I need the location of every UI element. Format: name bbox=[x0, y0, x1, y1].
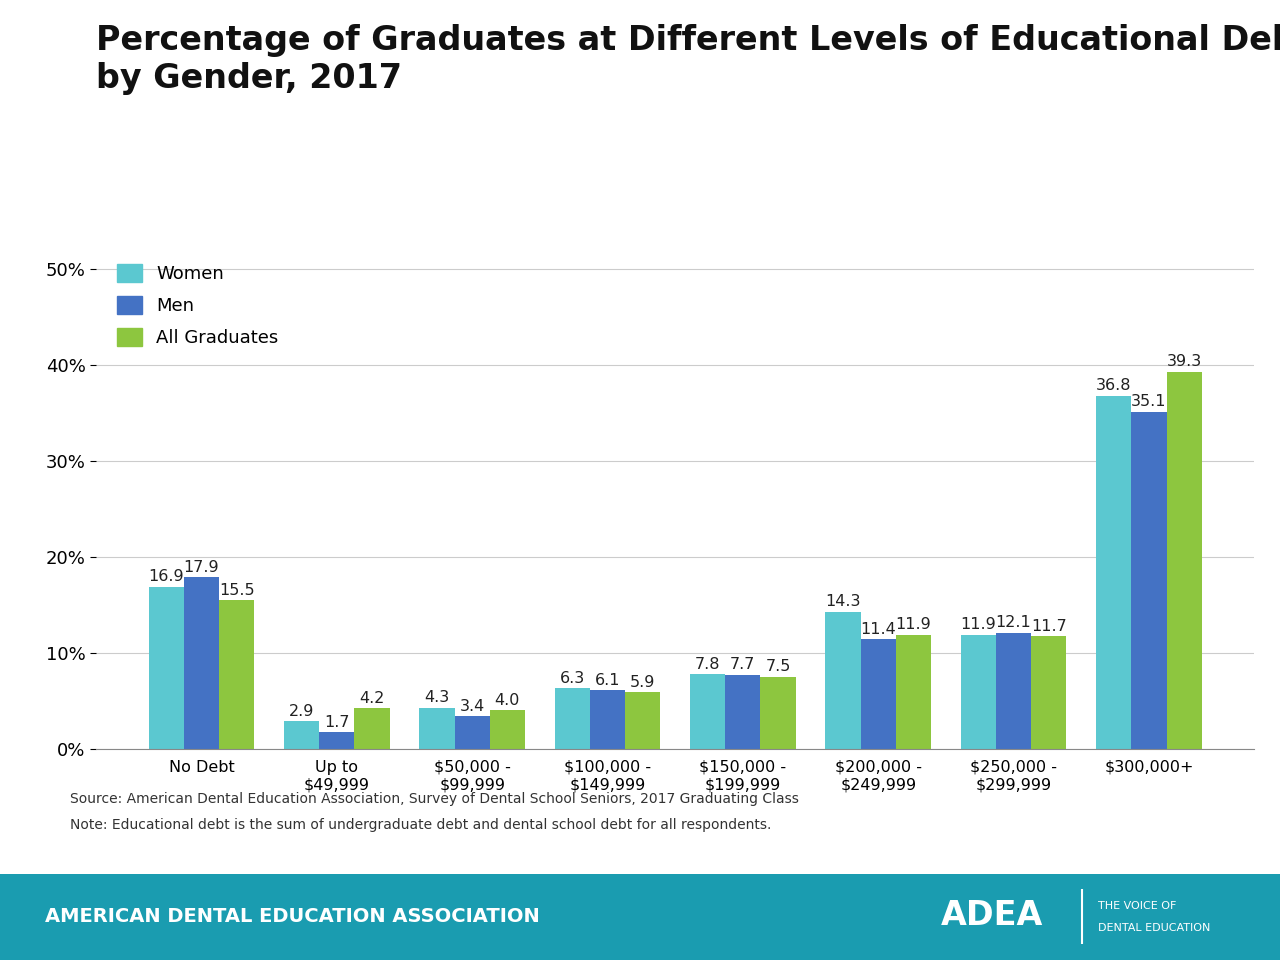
Text: by Gender, 2017: by Gender, 2017 bbox=[96, 62, 402, 95]
Bar bbox=[690, 674, 726, 749]
Text: 17.9: 17.9 bbox=[183, 560, 219, 574]
Text: 3.4: 3.4 bbox=[460, 699, 485, 714]
Text: 11.9: 11.9 bbox=[960, 617, 996, 633]
Text: 7.7: 7.7 bbox=[730, 658, 755, 672]
Bar bbox=[1132, 412, 1166, 749]
Text: ADEA: ADEA bbox=[941, 899, 1043, 931]
Text: 2.9: 2.9 bbox=[289, 704, 315, 718]
Bar bbox=[148, 587, 184, 749]
Bar bbox=[1166, 372, 1202, 749]
Bar bbox=[590, 690, 625, 749]
Bar bbox=[355, 708, 389, 749]
Bar bbox=[490, 710, 525, 749]
Text: 4.3: 4.3 bbox=[425, 690, 449, 705]
Bar bbox=[454, 716, 490, 749]
Bar bbox=[420, 708, 454, 749]
Text: 1.7: 1.7 bbox=[324, 715, 349, 730]
Text: 15.5: 15.5 bbox=[219, 583, 255, 597]
Text: 11.7: 11.7 bbox=[1030, 619, 1066, 635]
Text: 14.3: 14.3 bbox=[826, 594, 860, 610]
Bar bbox=[826, 612, 860, 749]
Text: Note: Educational debt is the sum of undergraduate debt and dental school debt f: Note: Educational debt is the sum of und… bbox=[70, 818, 772, 832]
Bar bbox=[625, 692, 660, 749]
Text: 11.9: 11.9 bbox=[896, 617, 932, 633]
Text: 16.9: 16.9 bbox=[148, 569, 184, 584]
Bar bbox=[1032, 636, 1066, 749]
Text: Percentage of Graduates at Different Levels of Educational Debt: Percentage of Graduates at Different Lev… bbox=[96, 24, 1280, 57]
Text: 4.2: 4.2 bbox=[360, 691, 385, 707]
Text: DENTAL EDUCATION: DENTAL EDUCATION bbox=[1098, 923, 1211, 933]
Text: 7.5: 7.5 bbox=[765, 660, 791, 674]
Bar bbox=[219, 600, 255, 749]
Bar bbox=[284, 721, 319, 749]
Bar bbox=[184, 577, 219, 749]
Text: 6.3: 6.3 bbox=[559, 671, 585, 685]
Text: 4.0: 4.0 bbox=[494, 693, 520, 708]
Text: 7.8: 7.8 bbox=[695, 657, 721, 672]
Text: Source: American Dental Education Association, Survey of Dental School Seniors, : Source: American Dental Education Associ… bbox=[70, 792, 799, 806]
Bar bbox=[554, 688, 590, 749]
Bar bbox=[961, 635, 996, 749]
Text: 5.9: 5.9 bbox=[630, 675, 655, 689]
Bar bbox=[319, 732, 355, 749]
Bar bbox=[726, 675, 760, 749]
Legend: Women, Men, All Graduates: Women, Men, All Graduates bbox=[116, 264, 279, 347]
Text: AMERICAN DENTAL EDUCATION ASSOCIATION: AMERICAN DENTAL EDUCATION ASSOCIATION bbox=[45, 907, 540, 926]
Bar bbox=[860, 639, 896, 749]
Bar bbox=[760, 677, 796, 749]
Text: 12.1: 12.1 bbox=[996, 615, 1032, 631]
Text: THE VOICE OF: THE VOICE OF bbox=[1098, 900, 1176, 911]
Text: 6.1: 6.1 bbox=[595, 673, 621, 687]
Bar bbox=[896, 635, 931, 749]
Bar bbox=[1096, 396, 1132, 749]
Text: 36.8: 36.8 bbox=[1096, 378, 1132, 394]
Text: 11.4: 11.4 bbox=[860, 622, 896, 637]
Text: 39.3: 39.3 bbox=[1166, 354, 1202, 370]
Text: 35.1: 35.1 bbox=[1132, 395, 1166, 410]
Bar bbox=[996, 633, 1032, 749]
